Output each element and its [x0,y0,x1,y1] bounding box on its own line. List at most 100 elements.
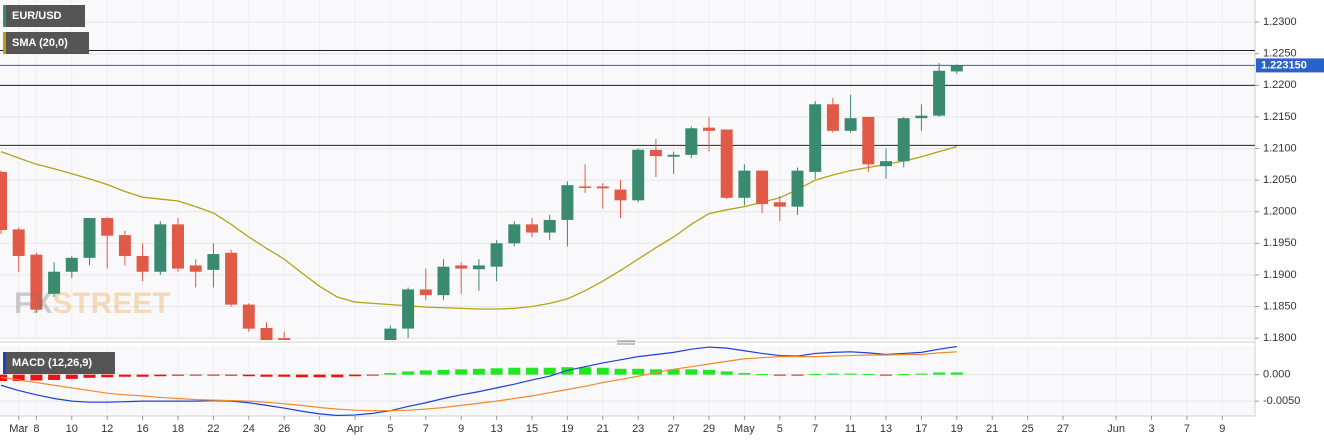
y-tick-label: 1.2150 [1263,111,1297,123]
x-tick-label: 25 [1021,423,1033,435]
plot-area [0,0,1255,340]
candle-body [118,235,131,256]
candle-body [65,257,78,272]
candle-body [189,265,202,272]
histogram-bar [260,374,273,377]
candle-body [455,265,468,269]
y-tick-label: 1.1850 [1263,300,1297,312]
x-tick-label: 17 [915,423,927,435]
candle-body [384,328,397,340]
macd-plot-area [0,346,1255,416]
histogram-bar [242,374,255,377]
histogram-bar [667,369,680,375]
histogram-bar [526,367,538,375]
x-tick-label: 18 [172,423,184,435]
y-tick-label: -0.0050 [1263,395,1300,407]
histogram-bar [12,374,25,381]
candle-body [738,170,751,198]
candle-body [791,170,804,207]
histogram-bar [278,374,291,377]
histogram-bar [402,371,415,375]
histogram-bar [118,374,131,377]
last-price-label: 1.223150 [1261,59,1307,71]
histogram-bar [172,374,184,376]
x-tick-label: 5 [387,423,393,435]
candle-body [579,186,592,188]
histogram-bar [579,367,592,375]
x-tick-label: 24 [243,423,255,435]
candle-body [862,116,875,165]
y-tick-label: 1.2300 [1263,16,1297,28]
histogram-bar [862,374,875,376]
y-tick-label: 0.000 [1263,369,1291,381]
x-tick-label: 22 [207,423,219,435]
histogram-bar [508,367,521,375]
x-tick-label: 21 [986,423,998,435]
legend-text: MACD (12,26,9) [12,357,92,369]
histogram-bar [455,369,468,375]
candle-body [720,129,733,198]
legend-box [3,352,115,374]
macd-line [0,351,957,412]
histogram-bar [366,374,379,376]
candle-body [632,149,645,201]
histogram-bar [543,367,556,375]
candle-body [703,127,715,131]
watermark-fx: FX [14,287,52,320]
candle-body [685,128,698,155]
histogram-bar [915,373,928,375]
legend-text: SMA (20,0) [12,37,68,49]
x-tick-label: Apr [346,423,363,435]
x-tick-label: 5 [777,423,783,435]
candle-body [437,266,450,296]
candle-body [154,224,167,272]
histogram-bar [154,374,167,377]
legend-stripe [3,352,6,374]
histogram-bar [313,374,326,378]
candle-body [225,252,238,305]
y-tick-label: 1.1800 [1263,332,1297,344]
candle-body [844,118,857,131]
candle-body [596,186,609,189]
candle-body [933,70,946,116]
candle-body [773,202,786,207]
x-tick-label: 23 [632,423,644,435]
histogram-bar [880,374,892,376]
x-tick-label: 13 [880,423,892,435]
y-tick-label: 1.2000 [1263,206,1297,218]
histogram-bar [30,374,43,381]
candle-body [526,224,538,233]
macd-panel [0,346,1255,416]
x-tick-label: 10 [66,423,78,435]
histogram-bar [596,367,609,375]
x-tick-label: 27 [667,423,679,435]
histogram-bar [490,368,503,375]
histogram-bar [933,372,946,375]
candle-body [136,255,149,272]
candle-body [950,65,963,72]
x-tick-label: 19 [561,423,573,435]
candle-body [48,271,61,294]
histogram-bar [773,374,786,376]
x-tick-label: 16 [136,423,148,435]
candle-body [809,104,822,172]
y-tick-label: 1.2100 [1263,142,1297,154]
histogram-bar [897,374,910,376]
x-tick-label: 15 [526,423,538,435]
x-tick-label: 30 [313,423,325,435]
x-tick-label: 29 [703,423,715,435]
candle-body [0,171,7,231]
histogram-bar [720,371,733,375]
candle-body [649,149,662,157]
x-tick-label: 7 [812,423,818,435]
candle-body [278,338,291,340]
legend-stripe [3,32,6,54]
y-tick-label: 1.1950 [1263,237,1297,249]
x-tick-label: 12 [101,423,113,435]
x-tick-label: 9 [1219,423,1225,435]
histogram-bar [614,368,627,375]
x-tick-label: 8 [33,423,39,435]
y-tick-label: 1.2200 [1263,79,1297,91]
y-tick-label: 1.2050 [1263,174,1297,186]
divider-handle [617,340,635,345]
